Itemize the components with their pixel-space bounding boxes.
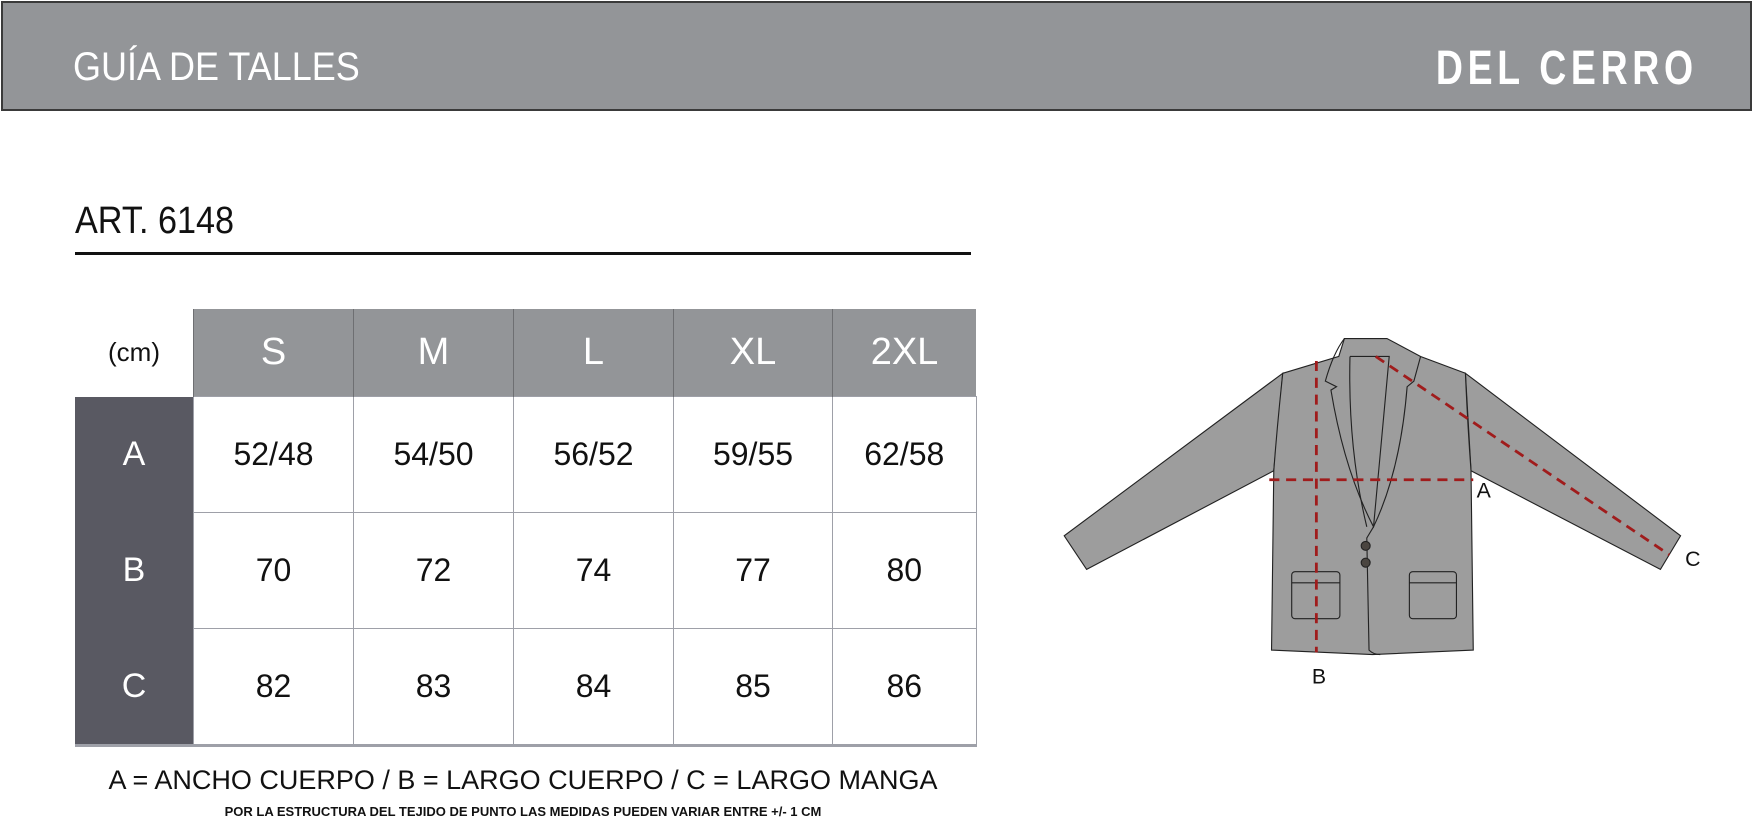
size-header: 2XL [832,309,976,397]
brand-logo: DEL CERRO [1436,42,1698,95]
table-cell: 83 [353,628,514,747]
table-cell: 77 [673,512,833,629]
size-header: L [513,309,674,397]
row-label: B [75,512,194,629]
table-row: C 82 83 84 85 86 [75,628,977,747]
page-title: GUÍA DE TALLES [73,45,360,89]
table-cell: 62/58 [832,396,977,513]
divider [75,252,971,255]
table-cell: 84 [513,628,674,747]
size-header-row: (cm) S M L XL 2XL [75,309,976,397]
lapel-line [1349,355,1390,656]
jacket-diagram: A B C [1063,337,1700,689]
collar [1324,338,1422,529]
measurement-legend: A = ANCHO CUERPO / B = LARGO CUERPO / C … [108,765,938,795]
label-b: B [1312,665,1326,689]
button [1360,557,1371,568]
header-bar: GUÍA DE TALLES DEL CERRO [1,1,1752,111]
table-cell: 82 [193,628,354,747]
left-sleeve [1063,372,1284,571]
table-cell: 56/52 [513,396,674,513]
table-row: B 70 72 74 77 80 [75,512,977,629]
table-cell: 85 [673,628,833,747]
lapel-inner [1349,356,1368,527]
label-c: C [1685,547,1700,571]
pocket-left [1291,571,1341,620]
table-cell: 72 [353,512,514,629]
unit-label: (cm) [75,309,194,397]
row-label: A [75,396,194,513]
table-cell: 70 [193,512,354,629]
table-cell: 74 [513,512,674,629]
row-label: C [75,628,194,747]
table-cell: 59/55 [673,396,833,513]
article-number: ART. 6148 [75,200,235,242]
button [1360,540,1371,551]
measure-c-line [1374,355,1671,556]
table-cell: 86 [832,628,977,747]
label-a: A [1477,479,1492,503]
size-header: M [353,309,514,397]
size-header: XL [673,309,833,397]
table-cell: 80 [832,512,977,629]
table-row: A 52/48 54/50 56/52 59/55 62/58 [75,396,977,513]
table-cell: 54/50 [353,396,514,513]
table-cell: 52/48 [193,396,354,513]
size-header: S [193,309,354,397]
pocket-right [1408,571,1458,620]
size-table: (cm) S M L XL 2XL A 52/48 54/50 56/52 59… [75,309,977,747]
footnote: POR LA ESTRUCTURA DEL TEJIDO DE PUNTO LA… [224,804,822,819]
